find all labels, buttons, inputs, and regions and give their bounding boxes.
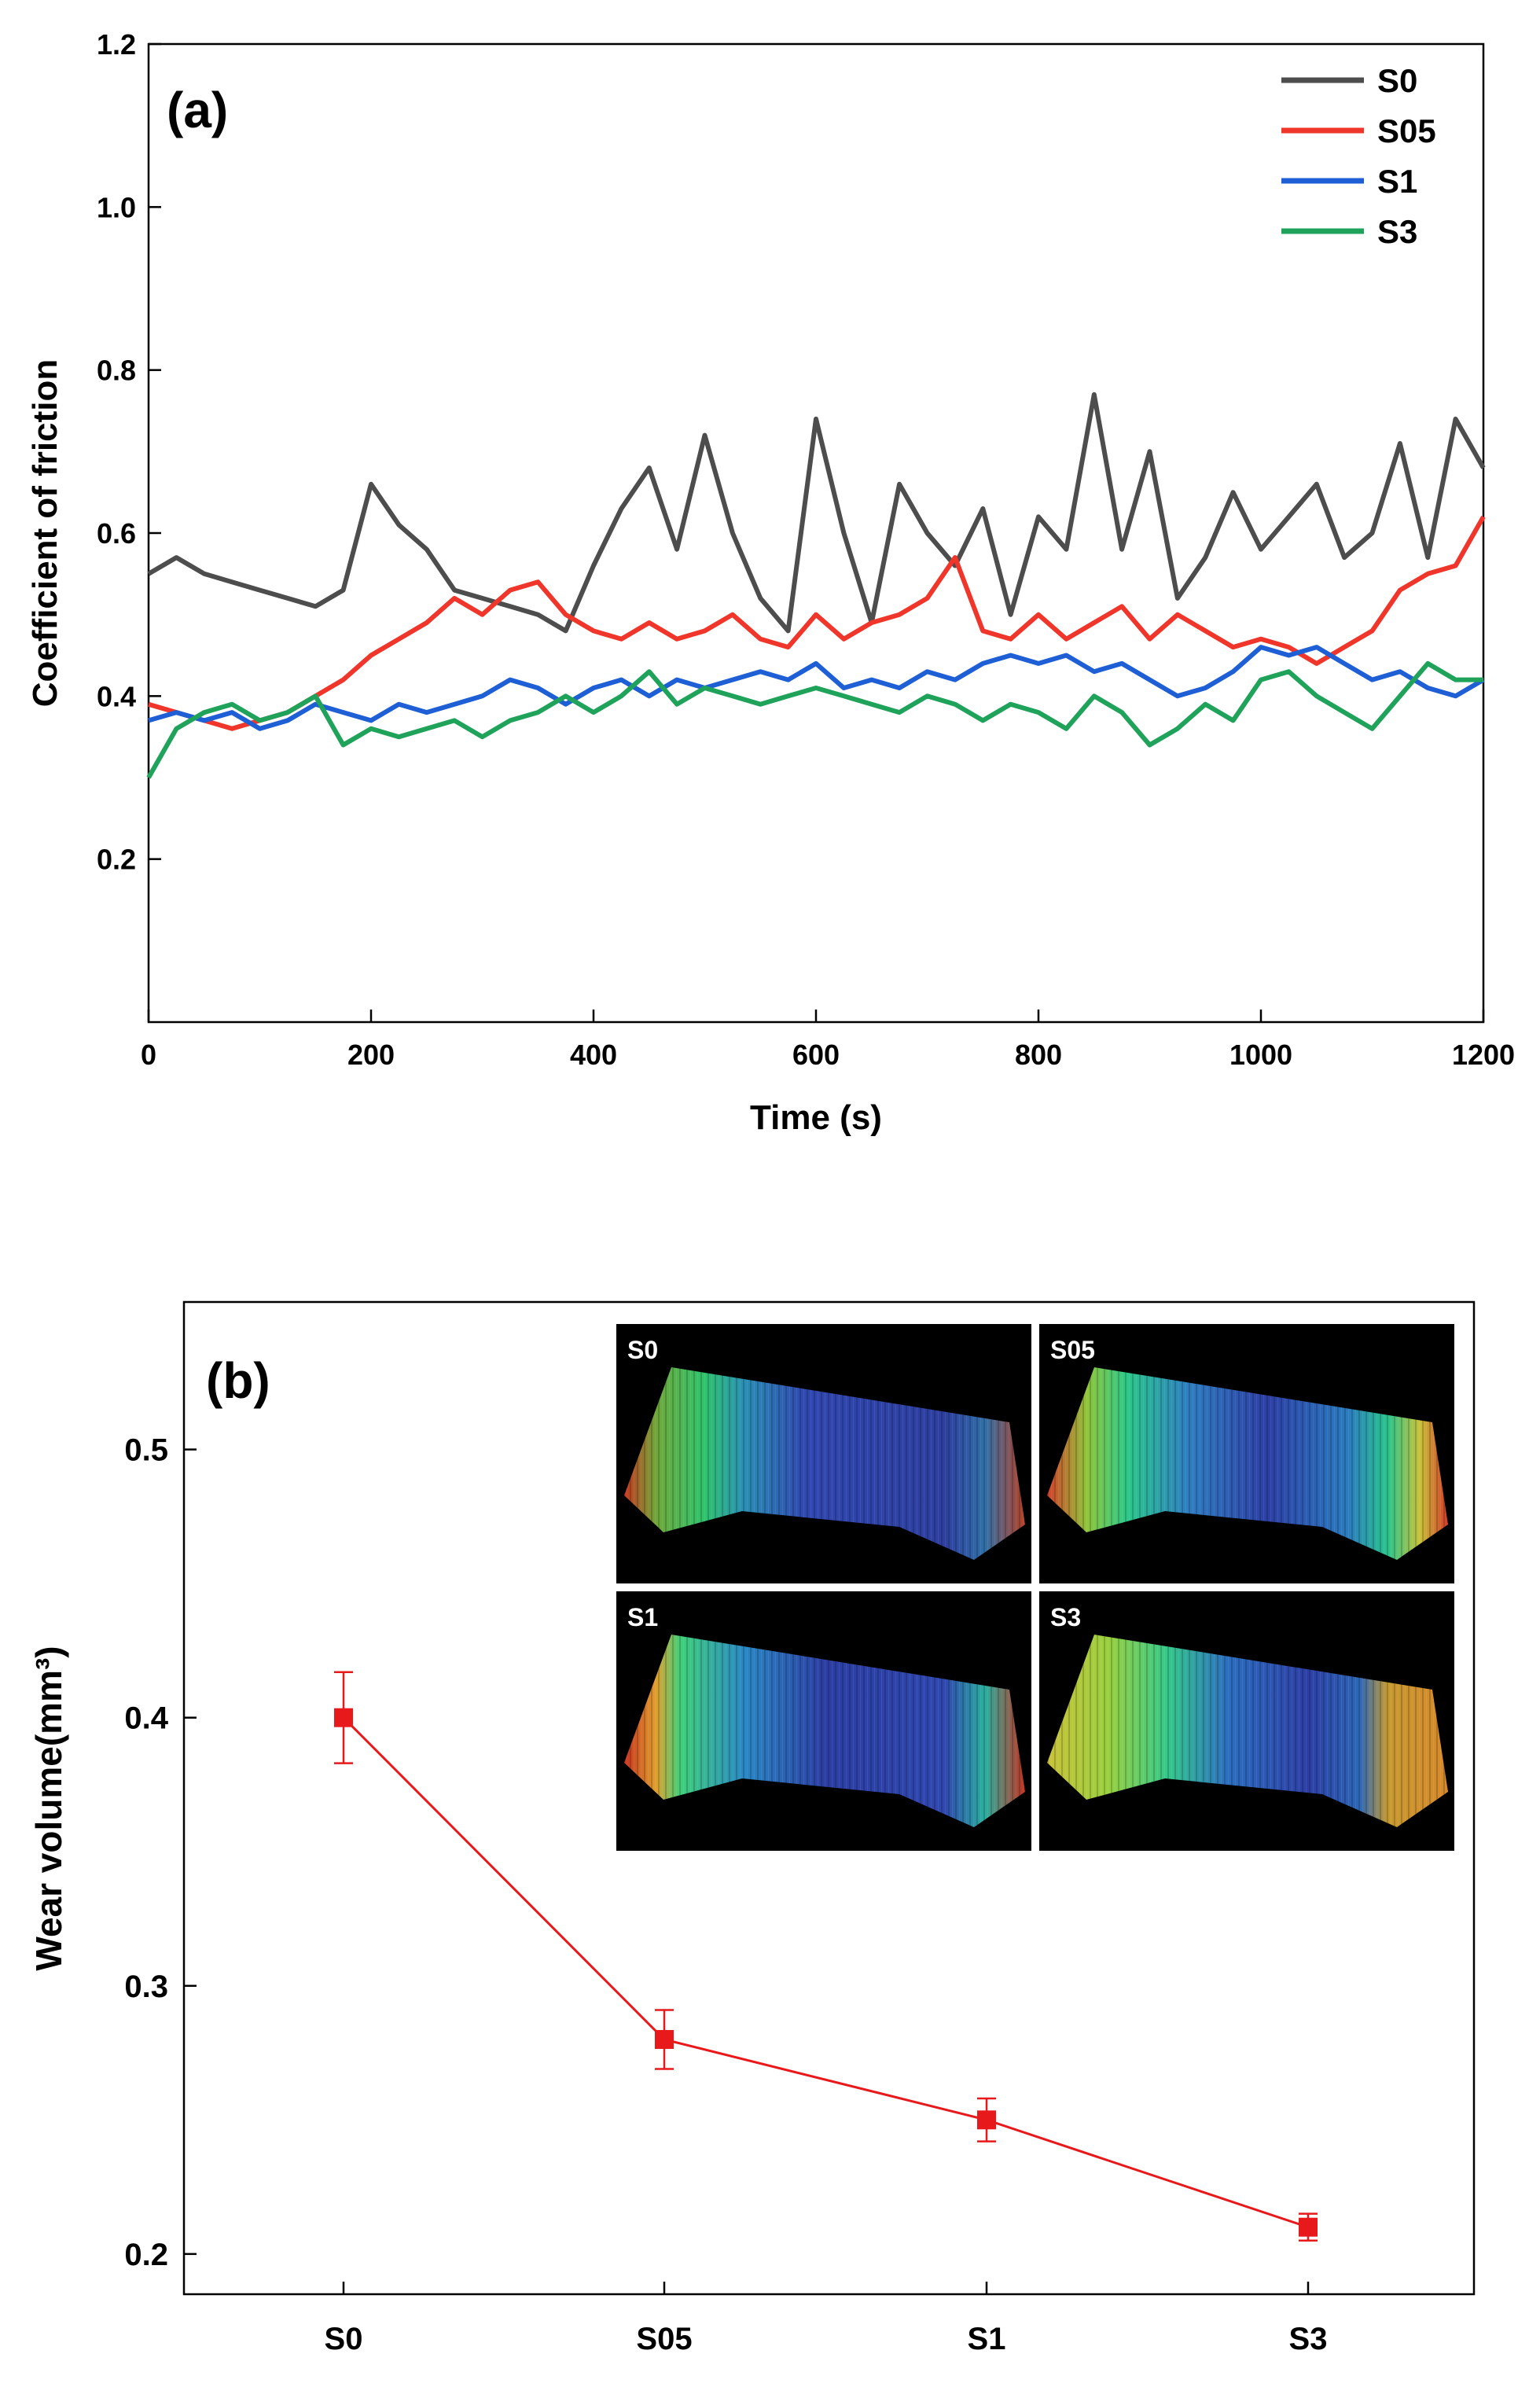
y-tick-label: 0.5 — [124, 1433, 168, 1468]
x-axis-label: Time (s) — [750, 1098, 882, 1137]
legend-label: S1 — [1377, 163, 1417, 200]
axis-ticks: S0 S05 S1 S3 0.2 0.3 0.4 0.5 — [124, 1433, 1327, 2356]
legend-label: S05 — [1377, 112, 1436, 149]
x-tick-label: 800 — [1015, 1039, 1062, 1071]
plot-frame — [147, 42, 1485, 1024]
panel-label: (b) — [206, 1352, 270, 1409]
y-tick-label: 0.4 — [97, 680, 136, 712]
plot-frame — [182, 1300, 1476, 2296]
wear-track-inset: S0 S05 S1 S3 — [614, 1322, 1457, 1855]
x-tick-label: 400 — [570, 1039, 617, 1071]
legend-label: S3 — [1377, 213, 1417, 250]
legend-label: S0 — [1377, 62, 1417, 99]
series-line — [334, 1671, 1318, 2242]
x-tick-label: S3 — [1289, 2322, 1328, 2356]
inset-tile-label: S05 — [1050, 1336, 1095, 1364]
series-line-s05 — [148, 515, 1486, 731]
y-tick-label: 1.0 — [97, 191, 136, 223]
inset-tile-s05: S05 — [1039, 1324, 1454, 1583]
y-tick-label: 0.8 — [97, 355, 136, 387]
x-tick-label: 1000 — [1229, 1039, 1292, 1071]
x-tick-label: S1 — [968, 2322, 1006, 2356]
inset-tile-label: S1 — [627, 1603, 658, 1631]
inset-tile-label: S0 — [627, 1336, 658, 1364]
panel-a-friction-chart: 0 200 400 600 800 1000 12000.20.40.60.81.01.2 … — [26, 28, 1515, 1137]
x-tick-label: S0 — [325, 2322, 363, 2356]
y-tick-label: 1.2 — [97, 28, 136, 61]
data-marker — [1299, 2217, 1318, 2237]
x-tick-label: S05 — [636, 2322, 692, 2356]
data-marker — [655, 2029, 674, 2049]
series-line-s0 — [147, 392, 1486, 634]
inset-tile-label: S3 — [1050, 1603, 1081, 1631]
x-tick-label: 600 — [792, 1039, 840, 1071]
data-marker — [977, 2110, 996, 2130]
y-tick-label: 0.6 — [97, 517, 136, 550]
y-tick-label: 0.3 — [124, 1970, 168, 2004]
wear-line — [342, 1716, 1309, 2229]
x-tick-label: 1200 — [1452, 1039, 1515, 1071]
inset-tile-s3: S3 — [1039, 1591, 1454, 1851]
y-tick-label: 0.4 — [124, 1701, 168, 1736]
x-tick-label: 200 — [347, 1039, 395, 1071]
series-lines — [146, 392, 1486, 779]
inset-tile-s0: S0 — [616, 1324, 1031, 1583]
series-line-s1 — [148, 645, 1485, 731]
series-line-s3 — [146, 660, 1483, 779]
data-marker — [334, 1708, 353, 1727]
y-tick-label: 0.2 — [124, 2238, 168, 2272]
panel-label: (a) — [167, 82, 228, 138]
legend: S0 S05 S1 S3 — [1281, 62, 1436, 250]
y-tick-label: 0.2 — [97, 844, 136, 876]
panel-b-wear-chart: S0 S05 S1 S3 0.2 0.3 0.4 0.5 S0 S05 S1 S3 (b) Wear… — [28, 1300, 1476, 2356]
y-axis-label: Wear volume(mm³) — [28, 1646, 69, 1970]
axis-ticks: 0 200 400 600 800 1000 1200 0.2 0.4 0.6 0.8 1.0 1.2 — [97, 28, 1515, 1071]
x-tick-label: 0 — [141, 1039, 156, 1071]
inset-tile-s1: S1 — [616, 1591, 1031, 1851]
y-axis-label: Coefficient of friction — [26, 359, 64, 707]
